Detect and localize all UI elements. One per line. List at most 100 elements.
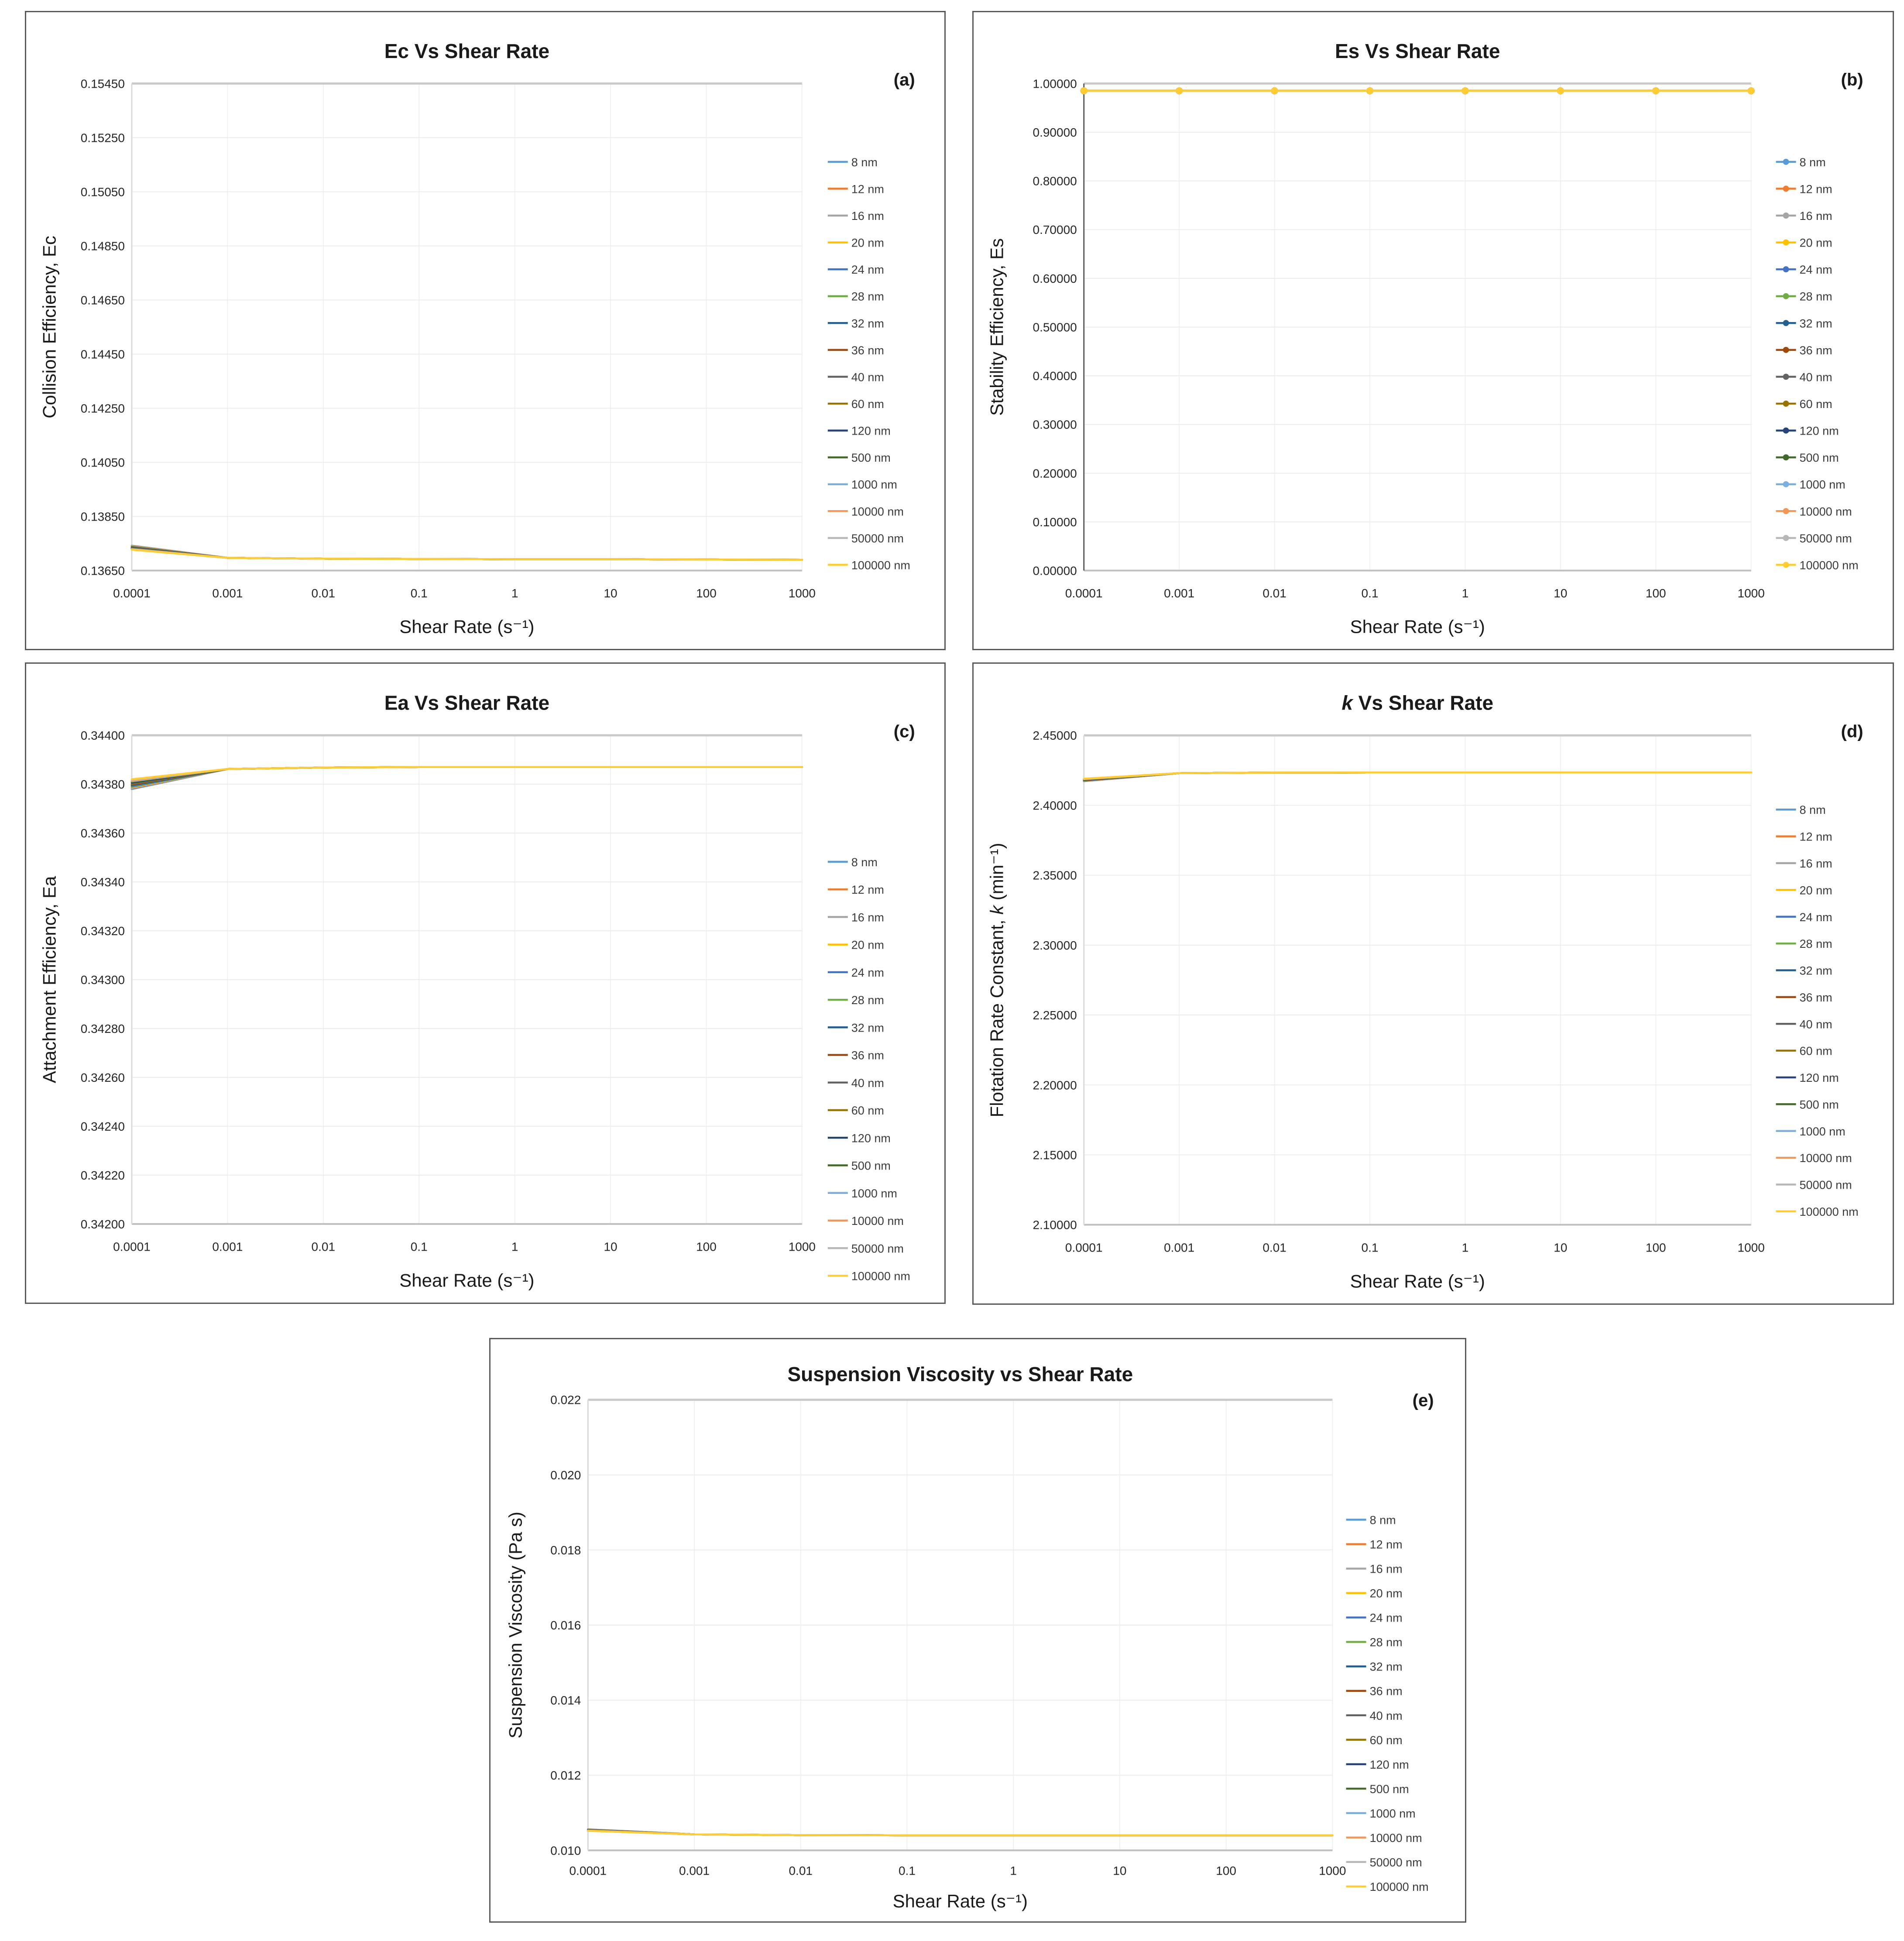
legend-label: 20 nm	[851, 939, 884, 952]
legend-label: 10000 nm	[1800, 505, 1852, 518]
y-tick-label: 0.14850	[81, 239, 125, 253]
chart-title: k Vs Shear Rate	[1341, 692, 1493, 714]
y-tick-label: 2.25000	[1033, 1008, 1077, 1022]
legend-marker-dot	[1783, 239, 1789, 246]
chart-title: Suspension Viscosity vs Shear Rate	[787, 1363, 1133, 1385]
legend-label: 12 nm	[1800, 182, 1832, 195]
legend-label: 120 nm	[1370, 1758, 1409, 1771]
legend-label: 24 nm	[1370, 1612, 1403, 1625]
x-axis-title: Shear Rate (s⁻¹)	[1350, 1271, 1485, 1291]
y-tick-label: 0.14050	[81, 456, 125, 470]
legend-label: 20 nm	[1800, 884, 1832, 897]
legend-label: 100000 nm	[851, 1270, 910, 1283]
y-axis-title: Flotation Rate Constant, k (min⁻¹)	[986, 843, 1007, 1117]
chart-panel-c: Ea Vs Shear Rate (c) 0.34200 0.34220 0.34240…	[25, 662, 946, 1304]
x-axis-title: Shear Rate (s⁻¹)	[399, 1270, 534, 1290]
y-tick-label: 2.40000	[1033, 799, 1077, 812]
legend-label: 500 nm	[851, 451, 891, 464]
x-tick-label: 1000	[789, 586, 816, 600]
legend-label: 500 nm	[851, 1159, 891, 1173]
legend-label: 50000 nm	[851, 532, 904, 545]
legend-label: 500 nm	[1800, 1098, 1839, 1111]
legend-label: 32 nm	[851, 1021, 884, 1034]
legend-label: 10000 nm	[1370, 1831, 1422, 1845]
legend-label: 40 nm	[1800, 1018, 1832, 1031]
y-axis-title: Suspension Viscosity (Pa s)	[505, 1512, 525, 1739]
y-tick-label: 0.14450	[81, 347, 125, 361]
legend-label: 50000 nm	[1370, 1856, 1422, 1869]
x-tick-label: 100	[1646, 1241, 1666, 1254]
legend-label: 60 nm	[1800, 398, 1832, 411]
x-tick-label: 10	[604, 586, 617, 600]
x-tick-label: 0.1	[411, 586, 428, 600]
series-line	[130, 766, 803, 789]
series-line	[130, 766, 803, 790]
legend-label: 120 nm	[851, 425, 891, 438]
x-tick-label: 0.001	[1164, 1241, 1194, 1254]
y-axis-title: Attachment Efficiency, Ea	[39, 876, 59, 1083]
x-tick-label: 0.001	[212, 586, 243, 600]
x-tick-label: 0.01	[1262, 1241, 1286, 1254]
legend-label: 24 nm	[851, 966, 884, 979]
chart-title: Es Vs Shear Rate	[1335, 40, 1500, 62]
y-tick-label: 0.80000	[1033, 175, 1077, 188]
legend-label: 12 nm	[1370, 1538, 1403, 1551]
x-tick-label: 0.0001	[113, 586, 151, 600]
y-tick-label: 0.012	[550, 1769, 581, 1782]
x-tick-label: 100	[696, 586, 717, 600]
series-marker	[1080, 87, 1088, 95]
x-tick-label: 1000	[1319, 1864, 1346, 1877]
y-tick-label: 0.14650	[81, 293, 125, 307]
panel-label: (a)	[894, 70, 915, 89]
x-tick-label: 10	[1554, 586, 1567, 600]
y-tick-label: 0.15250	[81, 131, 125, 144]
series-marker	[1652, 87, 1660, 95]
legend-label: 8 nm	[1800, 803, 1826, 816]
legend-label: 120 nm	[851, 1132, 891, 1145]
legend-label: 60 nm	[851, 1104, 884, 1117]
x-tick-label: 0.0001	[569, 1864, 607, 1877]
y-tick-label: 2.45000	[1033, 729, 1077, 742]
y-tick-label: 0.022	[550, 1393, 581, 1407]
y-tick-label: 0.34260	[81, 1071, 125, 1084]
x-tick-label: 1	[511, 1240, 518, 1253]
legend-label: 10000 nm	[851, 1214, 904, 1228]
panel-label: (e)	[1413, 1391, 1434, 1410]
legend-label: 50000 nm	[1800, 532, 1852, 545]
x-tick-label: 10	[1113, 1864, 1126, 1877]
y-tick-label: 0.13850	[81, 510, 125, 524]
x-axis-title: Shear Rate (s⁻¹)	[399, 617, 534, 637]
x-tick-label: 100	[1646, 586, 1666, 600]
legend-label: 100000 nm	[1800, 1205, 1859, 1218]
panel-label: (c)	[894, 722, 915, 741]
legend-label: 1000 nm	[1800, 478, 1846, 491]
y-tick-label: 2.15000	[1033, 1148, 1077, 1162]
y-tick-label: 0.60000	[1033, 272, 1077, 285]
series-marker	[1557, 87, 1564, 95]
legend-label: 28 nm	[1800, 290, 1832, 303]
series-line	[130, 766, 803, 788]
chart-title: Ea Vs Shear Rate	[384, 691, 549, 714]
legend-label: 28 nm	[851, 994, 884, 1007]
x-tick-label: 1000	[1738, 586, 1765, 600]
legend-label: 24 nm	[851, 263, 884, 276]
x-tick-label: 100	[696, 1240, 717, 1253]
y-tick-label: 0.34380	[81, 778, 125, 791]
legend-label: 60 nm	[851, 398, 884, 411]
x-tick-label: 0.1	[899, 1864, 916, 1877]
legend-label: 32 nm	[1800, 964, 1832, 977]
y-tick-label: 0.34200	[81, 1217, 125, 1231]
series-line	[1083, 772, 1752, 780]
x-tick-label: 1000	[789, 1240, 816, 1253]
chart-panel-a: Ec Vs Shear Rate (a) 0.13650 0.13850 0.14050…	[25, 11, 946, 650]
series-line	[587, 1830, 1334, 1837]
legend-label: 36 nm	[851, 344, 884, 357]
x-tick-label: 0.0001	[113, 1240, 151, 1253]
y-tick-label: 0.30000	[1033, 418, 1077, 432]
legend-label: 1000 nm	[1370, 1807, 1416, 1820]
y-tick-label: 0.70000	[1033, 223, 1077, 237]
x-tick-label: 0.001	[212, 1240, 243, 1253]
legend-label: 60 nm	[1370, 1734, 1403, 1747]
y-tick-label: 0.40000	[1033, 369, 1077, 383]
chart-canvas-b: Es Vs Shear Rate (b) 0.00000 0.10000 0.20000…	[986, 40, 1863, 637]
